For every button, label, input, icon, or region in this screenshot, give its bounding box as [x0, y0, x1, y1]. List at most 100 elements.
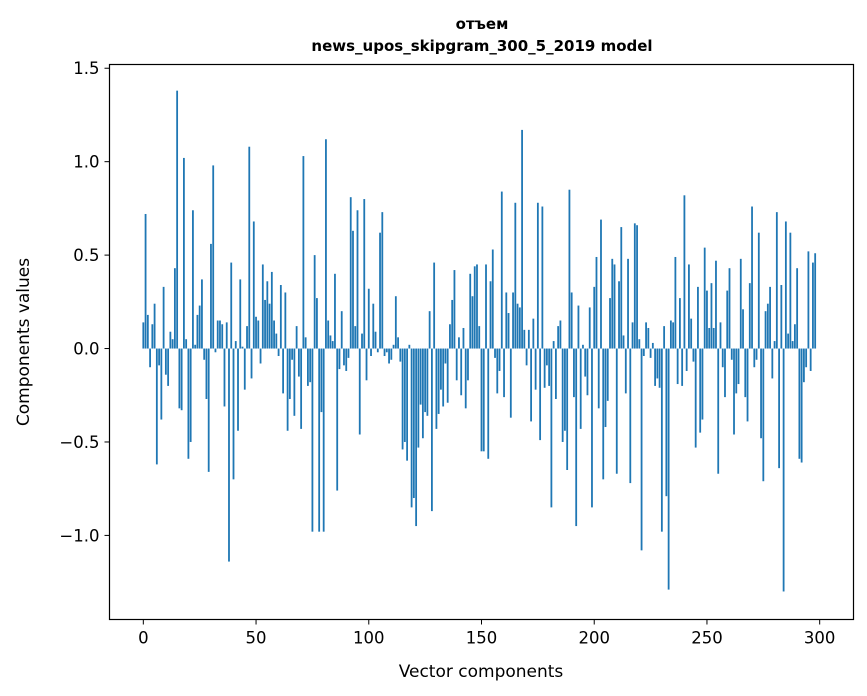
bar [241, 346, 244, 349]
bar [302, 156, 305, 349]
bar [762, 348, 765, 482]
bar [593, 286, 596, 349]
bar [710, 283, 713, 349]
bar [615, 348, 618, 474]
bar [216, 320, 219, 349]
bar [142, 322, 145, 349]
bar [273, 320, 275, 349]
bar [300, 348, 303, 429]
bar [361, 333, 363, 349]
bar [388, 348, 390, 364]
bar [214, 348, 217, 353]
bar [171, 339, 174, 349]
bar [685, 348, 688, 371]
bar [573, 348, 575, 398]
bar [782, 348, 785, 592]
bar [230, 262, 233, 349]
bar [421, 348, 424, 439]
bar [739, 258, 742, 349]
y-tick-label: 0.0 [73, 340, 99, 359]
bar [719, 322, 722, 349]
bar [424, 348, 427, 413]
bar [334, 273, 336, 349]
bar [746, 348, 749, 422]
bar [189, 348, 192, 442]
bar [167, 348, 170, 386]
bar [311, 348, 314, 532]
bar [354, 326, 357, 349]
bar [543, 348, 546, 388]
bar [505, 292, 508, 349]
bar [239, 279, 242, 349]
bar [221, 324, 224, 349]
bar [676, 348, 679, 385]
bar [701, 348, 704, 420]
bar [394, 296, 397, 349]
bar [210, 243, 212, 349]
x-tick-label: 150 [466, 629, 498, 648]
bar [498, 348, 501, 371]
bar [807, 251, 810, 349]
bar [494, 348, 496, 358]
bar [622, 335, 625, 349]
bar [726, 290, 729, 349]
bar [624, 348, 627, 394]
bar [255, 316, 257, 349]
bar [642, 348, 645, 357]
chart-title-line2: news_upos_skipgram_300_5_2019 model [311, 37, 652, 55]
bar [478, 326, 481, 349]
bar [212, 165, 215, 349]
bar [791, 341, 794, 349]
bar [426, 348, 429, 416]
y-tick-label: 1.0 [73, 153, 99, 172]
bar [521, 129, 523, 349]
bar [297, 348, 300, 377]
bar [638, 339, 641, 349]
bar [597, 348, 600, 409]
bar [284, 292, 287, 349]
bar [322, 348, 325, 532]
bar [449, 324, 451, 349]
bar [219, 320, 221, 349]
bar [724, 348, 726, 398]
bar [207, 348, 210, 472]
bar [309, 348, 312, 383]
bar [228, 348, 230, 562]
bar [485, 264, 487, 349]
bar [640, 348, 643, 551]
bar [223, 348, 226, 407]
bar [582, 344, 584, 349]
bar [760, 348, 762, 439]
x-tick-label: 300 [804, 629, 836, 648]
bar [415, 348, 418, 527]
bar [169, 331, 172, 349]
bar [518, 307, 521, 349]
bar [539, 348, 542, 441]
bar [417, 348, 420, 448]
bar [550, 348, 553, 508]
bar [735, 348, 738, 394]
bar [225, 322, 228, 349]
bar [568, 189, 571, 349]
bar [812, 262, 814, 349]
bar [435, 348, 438, 429]
bar [730, 348, 733, 360]
bar [349, 197, 352, 349]
bar [237, 348, 239, 431]
bar [155, 348, 158, 465]
bar [288, 348, 291, 399]
bar [800, 348, 803, 463]
bar [444, 348, 447, 364]
bar [733, 348, 735, 435]
bar [381, 212, 384, 349]
bar [769, 286, 771, 349]
bar [480, 348, 483, 452]
bar [428, 311, 431, 349]
bar [412, 348, 415, 499]
bar [433, 262, 436, 349]
bar [329, 335, 332, 349]
bar [469, 273, 472, 349]
bar [766, 303, 769, 349]
bar [548, 348, 551, 386]
bar [557, 326, 560, 349]
